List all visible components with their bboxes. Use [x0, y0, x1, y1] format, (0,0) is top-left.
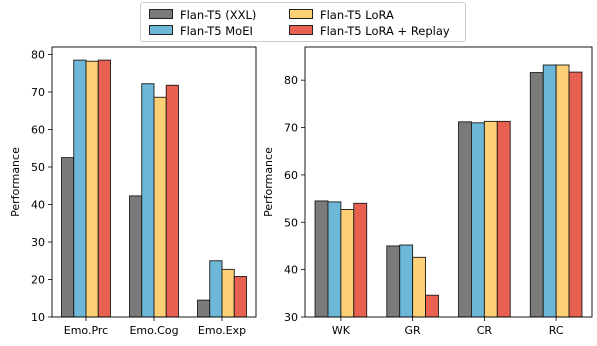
bar-emo-cog-flan-t5-lora [153, 96, 167, 318]
y-tick-label-40: 40 [31, 199, 45, 212]
bar-emo-prc-flan-t5-lora-replay [97, 59, 111, 318]
axes-frame [51, 46, 257, 318]
bar-rc-flan-t5-xxl [529, 72, 544, 318]
bar-emo-exp-flan-t5-xxl [197, 299, 211, 318]
bar-emo-exp-flan-t5-moei [209, 260, 223, 318]
bar-wk-flan-t5-lora [340, 209, 355, 318]
legend-label-flan-t5-xxl: Flan-T5 (XXL) [180, 8, 257, 22]
legend-label-flan-t5-moei: Flan-T5 MoEI [180, 24, 253, 38]
x-tick-label-cr: CR [477, 324, 493, 337]
y-tick-label-70: 70 [284, 122, 298, 135]
y-tick-label-50: 50 [31, 161, 45, 174]
bar-rc-flan-t5-lora-replay [568, 71, 583, 318]
bar-wk-flan-t5-lora-replay [353, 202, 368, 318]
x-tick-label-emo-prc: Emo.Prc [64, 324, 108, 337]
legend: Flan-T5 (XXL) Flan-T5 MoEI Flan-T5 LoRA … [140, 2, 466, 42]
y-tick-label-50: 50 [284, 216, 298, 229]
bar-gr-flan-t5-xxl [386, 245, 401, 318]
chart-panel-2: WK GR CR RC 30 40 50 60 70 80 Performance [262, 46, 593, 337]
y-axis-label: Performance [262, 147, 275, 217]
x-tick-label-emo-cog: Emo.Cog [129, 324, 178, 337]
y-tick-label-60: 60 [31, 124, 45, 137]
bar-cr-flan-t5-lora [483, 120, 498, 318]
bar-emo-exp-flan-t5-lora [221, 268, 235, 318]
axes-frame [304, 46, 593, 318]
legend-swatch-flan-t5-moei [149, 25, 173, 35]
bar-emo-exp-flan-t5-lora-replay [233, 276, 247, 318]
bar-gr-flan-t5-moei [399, 244, 414, 318]
bar-emo-prc-flan-t5-moei [73, 59, 87, 318]
y-axis-label: Performance [9, 147, 22, 217]
legend-swatch-flan-t5-lora-replay [289, 25, 313, 35]
legend-label-flan-t5-lora: Flan-T5 LoRA [320, 8, 394, 22]
bar-cr-flan-t5-lora-replay [496, 120, 511, 318]
bar-emo-prc-flan-t5-lora [85, 60, 99, 318]
x-tick-label-rc: RC [549, 324, 564, 337]
y-tick-label-70: 70 [31, 86, 45, 99]
bar-rc-flan-t5-moei [542, 64, 557, 318]
bar-gr-flan-t5-lora [412, 256, 426, 318]
bar-emo-cog-flan-t5-xxl [129, 195, 143, 318]
x-tick-label-wk: WK [332, 324, 351, 337]
legend-swatch-flan-t5-lora [289, 9, 313, 19]
x-tick-label-gr: GR [405, 324, 422, 337]
y-tick-label-60: 60 [284, 169, 298, 182]
bar-wk-flan-t5-xxl [314, 200, 329, 318]
bar-cr-flan-t5-xxl [458, 121, 472, 318]
bar-emo-cog-flan-t5-lora-replay [165, 84, 179, 318]
legend-swatch-flan-t5-xxl [149, 9, 173, 19]
y-tick-label-30: 30 [284, 311, 298, 324]
x-tick-label-emo-exp: Emo.Exp [198, 324, 246, 337]
y-tick-label-20: 20 [31, 274, 45, 287]
bar-cr-flan-t5-moei [471, 122, 485, 318]
bar-emo-prc-flan-t5-xxl [61, 157, 75, 318]
bar-wk-flan-t5-moei [327, 201, 342, 318]
y-tick-label-30: 30 [31, 236, 45, 249]
legend-label-flan-t5-lora-replay: Flan-T5 LoRA + Replay [320, 24, 450, 38]
y-tick-label-10: 10 [31, 311, 45, 324]
y-tick-label-80: 80 [31, 49, 45, 62]
y-tick-label-40: 40 [284, 264, 298, 277]
chart-panel-1: Emo.Prc Emo.Cog Emo.Exp 10 20 30 40 50 60 70 80 Per… [9, 46, 257, 337]
bar-rc-flan-t5-lora [555, 64, 570, 318]
y-tick-label-80: 80 [284, 74, 298, 87]
bar-gr-flan-t5-lora-replay [425, 294, 439, 318]
bar-emo-cog-flan-t5-moei [141, 83, 155, 318]
